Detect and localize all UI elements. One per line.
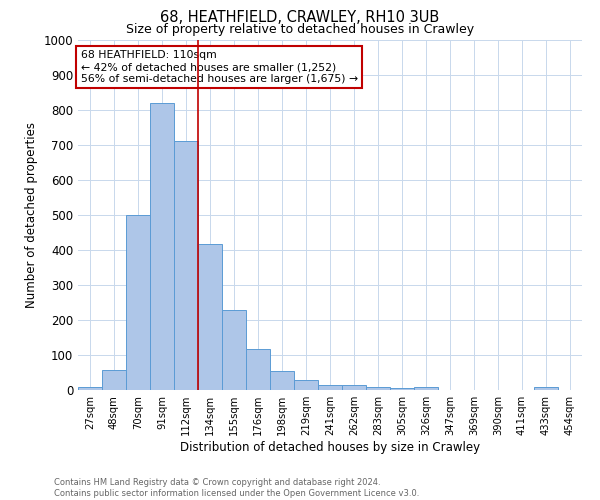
Bar bbox=[318, 385, 342, 390]
Bar bbox=[390, 388, 414, 390]
Bar bbox=[534, 386, 558, 390]
Bar bbox=[102, 370, 126, 390]
Bar bbox=[222, 310, 246, 390]
Text: 68 HEATHFIELD: 110sqm
← 42% of detached houses are smaller (1,252)
56% of semi-d: 68 HEATHFIELD: 110sqm ← 42% of detached … bbox=[80, 50, 358, 84]
Bar bbox=[270, 371, 294, 390]
Y-axis label: Number of detached properties: Number of detached properties bbox=[25, 122, 38, 308]
Bar bbox=[246, 350, 270, 390]
Bar bbox=[150, 103, 174, 390]
Bar bbox=[294, 380, 318, 390]
Bar bbox=[342, 386, 366, 390]
Bar bbox=[366, 386, 390, 390]
Text: 68, HEATHFIELD, CRAWLEY, RH10 3UB: 68, HEATHFIELD, CRAWLEY, RH10 3UB bbox=[160, 10, 440, 25]
Text: Size of property relative to detached houses in Crawley: Size of property relative to detached ho… bbox=[126, 22, 474, 36]
Text: Contains HM Land Registry data © Crown copyright and database right 2024.
Contai: Contains HM Land Registry data © Crown c… bbox=[54, 478, 419, 498]
Bar bbox=[78, 387, 102, 390]
Bar bbox=[414, 387, 438, 390]
Bar bbox=[126, 215, 150, 390]
Bar bbox=[174, 142, 198, 390]
Bar bbox=[198, 244, 222, 390]
X-axis label: Distribution of detached houses by size in Crawley: Distribution of detached houses by size … bbox=[180, 441, 480, 454]
